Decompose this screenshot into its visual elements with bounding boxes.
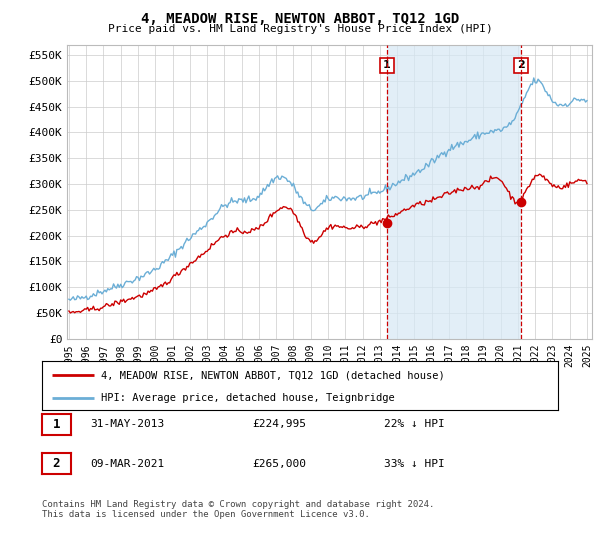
Bar [387, 45, 521, 339]
Text: 2: 2 [517, 60, 525, 71]
Text: Contains HM Land Registry data © Crown copyright and database right 2024.
This d: Contains HM Land Registry data © Crown c… [42, 500, 434, 519]
Text: HPI: Average price, detached house, Teignbridge: HPI: Average price, detached house, Teig… [101, 393, 395, 403]
Text: 1: 1 [53, 418, 60, 431]
Text: 4, MEADOW RISE, NEWTON ABBOT, TQ12 1GD (detached house): 4, MEADOW RISE, NEWTON ABBOT, TQ12 1GD (… [101, 370, 445, 380]
Text: Price paid vs. HM Land Registry's House Price Index (HPI): Price paid vs. HM Land Registry's House … [107, 24, 493, 34]
Text: 31-MAY-2013: 31-MAY-2013 [90, 419, 164, 430]
Text: 2: 2 [53, 457, 60, 470]
Text: 4, MEADOW RISE, NEWTON ABBOT, TQ12 1GD: 4, MEADOW RISE, NEWTON ABBOT, TQ12 1GD [141, 12, 459, 26]
Text: 22% ↓ HPI: 22% ↓ HPI [384, 419, 445, 430]
Text: 09-MAR-2021: 09-MAR-2021 [90, 459, 164, 469]
Text: £224,995: £224,995 [252, 419, 306, 430]
Text: £265,000: £265,000 [252, 459, 306, 469]
Text: 33% ↓ HPI: 33% ↓ HPI [384, 459, 445, 469]
Text: 1: 1 [383, 60, 391, 71]
